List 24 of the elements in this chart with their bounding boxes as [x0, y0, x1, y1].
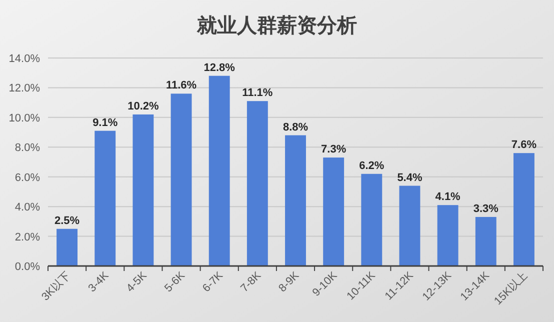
data-label: 7.6%: [511, 139, 537, 152]
y-tick-label: 8.0%: [14, 142, 40, 154]
data-label: 2.5%: [54, 214, 80, 227]
x-tick-label: 3K以下: [38, 268, 74, 304]
y-tick-label: 6.0%: [14, 172, 40, 184]
data-label: 9.1%: [92, 116, 118, 129]
y-tick-label: 0.0%: [14, 261, 40, 273]
x-tick-label: 15K以上: [491, 268, 530, 308]
data-label: 12.8%: [204, 62, 236, 74]
y-tick-label: 10.0%: [8, 112, 40, 124]
y-tick-label: 2.0%: [14, 231, 40, 244]
data-label: 8.8%: [282, 121, 308, 134]
chart-title: 就业人群薪资分析: [196, 15, 357, 37]
y-tick-label: 14.0%: [8, 53, 40, 65]
data-label: 6.2%: [359, 160, 384, 172]
data-label: 3.3%: [473, 202, 499, 215]
y-tick-label: 12.0%: [8, 82, 40, 95]
data-label: 7.3%: [321, 144, 346, 156]
data-label: 11.1%: [242, 87, 273, 100]
data-label: 5.4%: [397, 172, 422, 184]
data-label: 11.6%: [166, 80, 197, 92]
y-tick-label: 4.0%: [14, 202, 40, 214]
data-label: 10.2%: [128, 100, 159, 112]
data-label: 4.1%: [435, 191, 461, 204]
